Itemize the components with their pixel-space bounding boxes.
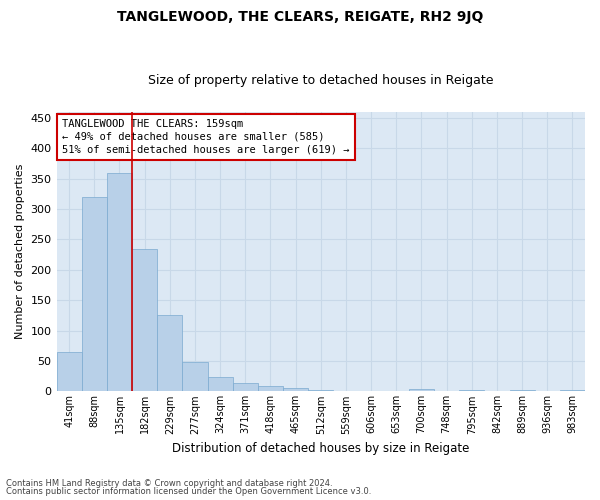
Bar: [182, 362, 208, 392]
Bar: [233, 383, 258, 392]
Bar: [56, 352, 82, 392]
Bar: [283, 388, 308, 392]
Bar: [82, 197, 107, 392]
Bar: [459, 390, 484, 392]
Bar: [409, 389, 434, 392]
Text: Contains public sector information licensed under the Open Government Licence v3: Contains public sector information licen…: [6, 487, 371, 496]
Bar: [107, 172, 132, 392]
Bar: [157, 316, 182, 392]
Bar: [258, 386, 283, 392]
X-axis label: Distribution of detached houses by size in Reigate: Distribution of detached houses by size …: [172, 442, 469, 455]
Text: TANGLEWOOD THE CLEARS: 159sqm
← 49% of detached houses are smaller (585)
51% of : TANGLEWOOD THE CLEARS: 159sqm ← 49% of d…: [62, 119, 349, 155]
Bar: [132, 248, 157, 392]
Bar: [208, 378, 233, 392]
Bar: [560, 390, 585, 392]
Text: TANGLEWOOD, THE CLEARS, REIGATE, RH2 9JQ: TANGLEWOOD, THE CLEARS, REIGATE, RH2 9JQ: [117, 10, 483, 24]
Y-axis label: Number of detached properties: Number of detached properties: [15, 164, 25, 340]
Bar: [359, 391, 383, 392]
Bar: [509, 390, 535, 392]
Text: Contains HM Land Registry data © Crown copyright and database right 2024.: Contains HM Land Registry data © Crown c…: [6, 478, 332, 488]
Bar: [334, 391, 359, 392]
Title: Size of property relative to detached houses in Reigate: Size of property relative to detached ho…: [148, 74, 494, 87]
Bar: [308, 390, 334, 392]
